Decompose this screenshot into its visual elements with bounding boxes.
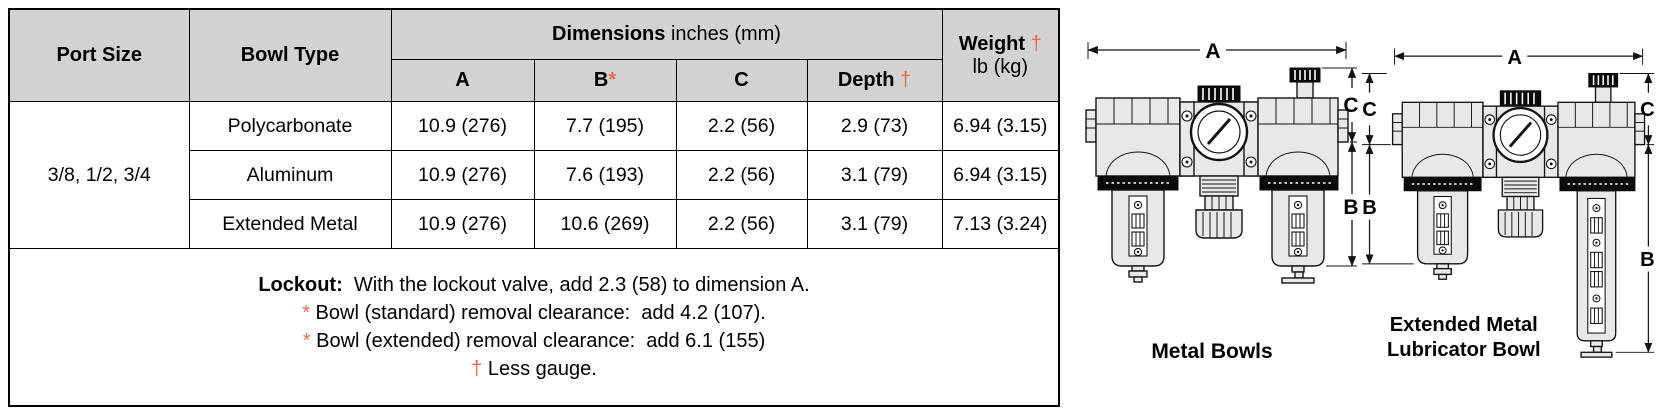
weight-label-line: Weight † (947, 33, 1055, 56)
pressure-gauge (1189, 102, 1249, 162)
dim-b-cell: 7.6 (193) (533, 150, 677, 200)
filter-unit (1391, 101, 1484, 280)
notes-row: Lockout: With the lockout valve, add 2.3… (8, 248, 1060, 407)
weight-cell: 7.13 (3.24) (941, 199, 1060, 249)
dimensions-label-units: inches (mm) (665, 23, 781, 45)
bowl-type-cell: Extended Metal (188, 199, 392, 249)
dim-a-annotation: A (1087, 40, 1347, 63)
dim-c-annotation: C (1322, 67, 1358, 143)
dim-depth-cell: 3.1 (79) (806, 199, 943, 249)
metal-bowls-caption: Metal Bowls (1151, 340, 1272, 363)
extended-caption-line1: Extended Metal (1390, 314, 1538, 336)
dim-c-cell: 2.2 (56) (675, 150, 808, 200)
dim-b-label: B (1343, 196, 1358, 219)
col-header-port-size: Port Size (8, 8, 190, 102)
dim-a-annotation: A (1394, 47, 1644, 69)
dim-a-label: A (1205, 40, 1220, 63)
weight-cell: 6.94 (3.15) (941, 101, 1060, 151)
dim-c-cell: 2.2 (56) (675, 101, 808, 151)
dim-a-label: A (1507, 47, 1522, 69)
dim-a-cell: 10.9 (276) (390, 199, 535, 249)
dim-c-cell: 2.2 (56) (675, 199, 808, 249)
regulator-unit (1179, 85, 1259, 239)
header-row-1: Port Size Bowl Type Dimensions inches (m… (8, 8, 1060, 102)
b-asterisk-mark: * (608, 69, 617, 91)
dim-b-label: B (1640, 249, 1655, 271)
dim-c-label: C (1343, 94, 1358, 117)
footnotes-cell: Lockout: With the lockout valve, add 2.3… (8, 248, 1060, 407)
table-row-extended-metal: Extended Metal 10.9 (276) 10.6 (269) 2.2… (9, 199, 1060, 249)
dim-c-right-annotation: C (1619, 72, 1655, 146)
b-label: B (593, 69, 609, 91)
technical-drawings: A (1066, 26, 1658, 406)
dim-a-cell: 10.9 (276) (390, 101, 535, 151)
spec-table-section: Port Size Bowl Type Dimensions inches (m… (8, 8, 1060, 407)
col-header-weight: Weight † lb (kg) (941, 8, 1060, 102)
note-bowl-extended: * Bowl (extended) removal clearance: add… (14, 327, 1054, 355)
note-bowl-extended-text: Bowl (extended) removal clearance: add 6… (310, 330, 766, 352)
asterisk-mark: * (302, 302, 310, 324)
dim-b-cell: 7.7 (195) (533, 101, 677, 151)
dim-depth-cell: 2.9 (73) (806, 101, 943, 151)
table-row-aluminum: Aluminum 10.9 (276) 7.6 (193) 2.2 (56) 3… (9, 150, 1060, 200)
port-size-label: Port Size (56, 44, 143, 66)
note-less-gauge: † Less gauge. (14, 355, 1054, 383)
bowl-type-cell: Polycarbonate (188, 101, 392, 151)
note-bowl-standard: * Bowl (standard) removal clearance: add… (14, 299, 1054, 327)
dimensions-table: Port Size Bowl Type Dimensions inches (m… (8, 8, 1060, 407)
extended-metal-lubricator-drawing: A (1361, 47, 1655, 361)
dim-c-label: C (1362, 99, 1377, 121)
dagger-mark: † (471, 358, 483, 380)
col-header-dimensions: Dimensions inches (mm) (390, 8, 943, 60)
lubricator-unit (1257, 67, 1349, 284)
extended-caption-line2: Lubricator Bowl (1387, 339, 1541, 361)
dim-b-cell: 10.6 (269) (533, 199, 677, 249)
col-header-a: A (390, 59, 535, 102)
pressure-gauge (1492, 106, 1549, 164)
lubricator-unit-extended (1557, 72, 1646, 358)
weight-dagger-mark: † (1030, 32, 1042, 55)
table-row-polycarbonate: 3/8, 1/2, 3/4 Polycarbonate 10.9 (276) 7… (8, 101, 1060, 249)
lockout-label: Lockout: (258, 274, 343, 296)
weight-label: Weight (958, 32, 1026, 55)
weight-cell: 6.94 (3.15) (941, 150, 1060, 200)
dimensions-label-bold: Dimensions (552, 23, 666, 45)
dim-a-cell: 10.9 (276) (390, 150, 535, 200)
dim-b-right-annotation: B (1615, 144, 1655, 353)
metal-bowls-drawing: A (1085, 40, 1358, 363)
note-lockout: Lockout: With the lockout valve, add 2.3… (14, 271, 1054, 299)
col-header-depth: Depth † (806, 59, 943, 102)
weight-units-label: lb (kg) (972, 55, 1029, 78)
bowl-type-label: Bowl Type (240, 44, 340, 66)
depth-dagger-mark: † (900, 69, 912, 91)
filter-unit (1085, 97, 1181, 283)
dim-b-left-annotation: B (1361, 144, 1414, 265)
regulator-unit (1482, 90, 1559, 238)
depth-label: Depth (837, 69, 895, 91)
dim-depth-cell: 3.1 (79) (806, 150, 943, 200)
dim-b-label: B (1362, 197, 1377, 219)
dim-c-label: C (1640, 99, 1655, 121)
note-bowl-standard-text: Bowl (standard) removal clearance: add 4… (310, 302, 766, 324)
lockout-text: With the lockout valve, add 2.3 (58) to … (342, 274, 810, 296)
col-header-c: C (675, 59, 808, 102)
col-header-bowl-type: Bowl Type (188, 8, 392, 102)
header-row-2: A B* C Depth † (9, 59, 1059, 102)
port-size-value: 3/8, 1/2, 3/4 (8, 101, 190, 249)
dim-c-left-annotation: C (1361, 72, 1391, 146)
dim-b-annotation: B (1326, 141, 1358, 267)
note-less-gauge-text: Less gauge. (482, 358, 597, 380)
col-header-b: B* (533, 59, 677, 102)
asterisk-mark: * (302, 330, 311, 352)
bowl-type-cell: Aluminum (188, 150, 392, 200)
